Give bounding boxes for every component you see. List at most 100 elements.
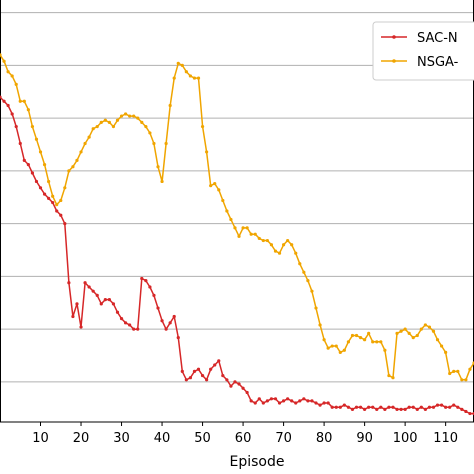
- series-0-point-32: [128, 323, 132, 327]
- series-1-point-18: [71, 165, 75, 169]
- series-1-point-20: [79, 150, 83, 154]
- series-0-point-14: [55, 209, 59, 213]
- series-1-point-79: [318, 323, 322, 327]
- x-tick-label-10: 10: [32, 431, 49, 446]
- series-0-point-84: [338, 405, 342, 409]
- series-0-point-51: [205, 378, 209, 382]
- series-1-point-35: [140, 120, 144, 124]
- series-0-point-0: [0, 95, 2, 99]
- series-0-point-64: [257, 397, 261, 401]
- series-1-point-33: [132, 114, 136, 118]
- series-0-point-27: [107, 298, 111, 302]
- series-1-point-61: [245, 226, 249, 230]
- series-1-point-6: [22, 99, 26, 103]
- series-0-point-58: [233, 380, 237, 384]
- series-1-point-88: [354, 333, 359, 338]
- series-line-1: [0, 54, 474, 381]
- series-1-point-43: [172, 76, 176, 80]
- series-0-point-45: [180, 369, 184, 373]
- series-1-point-14: [55, 203, 59, 207]
- series-1-point-19: [75, 158, 79, 162]
- series-1-point-32: [128, 114, 132, 118]
- series-0-point-4: [14, 125, 18, 129]
- series-1-point-4: [14, 82, 18, 86]
- series-1-point-49: [196, 76, 201, 80]
- series-1-point-95: [383, 348, 387, 352]
- series-0-point-44: [176, 336, 180, 340]
- series-0-point-109: [439, 403, 444, 407]
- series-0-point-103: [415, 407, 419, 411]
- series-0-point-24: [95, 293, 99, 297]
- series-0-point-87: [350, 407, 355, 411]
- series-1-point-64: [257, 236, 261, 241]
- series-1-point-37: [148, 131, 152, 135]
- x-tick-label-50: 50: [194, 431, 211, 446]
- series-1-point-90: [363, 338, 367, 342]
- series-1-point-36: [144, 125, 148, 129]
- series-1-point-65: [261, 238, 265, 243]
- series-1-point-17: [67, 169, 71, 173]
- series-0-point-67: [269, 397, 274, 401]
- series-0-point-3: [10, 112, 14, 116]
- series-0-point-55: [221, 373, 225, 378]
- series-0-point-91: [367, 405, 371, 409]
- series-0-point-60: [241, 386, 245, 390]
- series-0-point-97: [391, 405, 395, 409]
- series-0-point-113: [456, 405, 460, 409]
- series-1-point-84: [338, 350, 342, 354]
- x-tick-label-110: 110: [433, 431, 458, 446]
- series-0-point-83: [334, 405, 338, 409]
- series-1-point-53: [213, 181, 217, 186]
- series-1-point-92: [371, 340, 375, 344]
- x-tick-label-30: 30: [113, 431, 130, 446]
- series-1-point-116: [468, 367, 472, 371]
- series-1-point-28: [111, 125, 116, 129]
- series-0-point-26: [103, 298, 107, 302]
- series-1-point-27: [107, 120, 111, 124]
- x-tick-label-80: 80: [316, 431, 333, 446]
- series-0-point-57: [229, 384, 233, 388]
- series-1-point-80: [322, 338, 326, 342]
- series-1-point-89: [358, 336, 363, 340]
- series-1-point-93: [375, 340, 379, 344]
- x-tick-label-20: 20: [73, 431, 90, 446]
- series-0-point-61: [245, 390, 249, 395]
- legend-marker-0: [392, 35, 396, 39]
- series-1-point-22: [87, 135, 91, 139]
- series-0-point-94: [379, 405, 383, 409]
- series-0-point-71: [286, 397, 290, 401]
- series-0-point-15: [59, 213, 63, 217]
- series-0-point-37: [148, 285, 152, 289]
- series-0-point-98: [395, 407, 399, 411]
- series-0-point-30: [119, 317, 124, 321]
- series-0: [0, 95, 474, 416]
- series-0-point-88: [354, 405, 359, 409]
- series-0-point-100: [403, 407, 407, 411]
- series-0-point-99: [399, 407, 403, 411]
- series-0-point-86: [346, 405, 351, 409]
- series-1-point-58: [233, 226, 237, 230]
- series-0-point-79: [318, 403, 322, 407]
- series-0-point-36: [144, 279, 148, 283]
- series-0-point-114: [460, 407, 464, 411]
- series-0-point-47: [188, 376, 193, 380]
- series-1-point-71: [286, 238, 290, 243]
- series-1-point-3: [10, 74, 14, 78]
- series-0-point-41: [164, 327, 168, 331]
- series-0-point-56: [225, 378, 229, 382]
- series-0-point-48: [192, 369, 197, 373]
- series-1-point-75: [302, 270, 306, 274]
- series-0-point-6: [22, 158, 26, 162]
- series-1-point-115: [464, 378, 468, 382]
- series-0-point-81: [326, 401, 330, 405]
- series-0-point-10: [38, 186, 43, 190]
- series-1-point-5: [18, 99, 22, 103]
- series-0-point-29: [115, 310, 120, 314]
- series-0-point-69: [277, 401, 282, 405]
- series-1-point-0: [0, 53, 2, 57]
- series-0-point-22: [87, 285, 91, 289]
- series-0-point-23: [91, 289, 95, 293]
- series-0-point-72: [290, 399, 294, 403]
- legend-marker-1: [392, 59, 396, 63]
